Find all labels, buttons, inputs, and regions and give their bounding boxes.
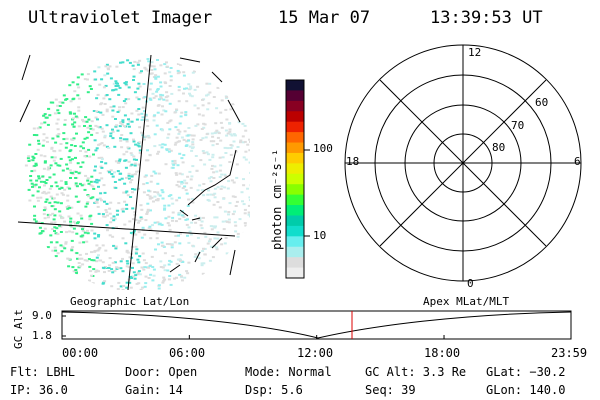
geographic-coords-title: Geographic Lat/Lon [70, 295, 190, 308]
instrument-title: Ultraviolet Imager [28, 8, 213, 28]
colorbar-label-10: 10 [313, 229, 327, 242]
status-glat: GLat: −30.2 [486, 365, 566, 379]
colorbar-segment [286, 100, 304, 112]
timeline-xtick-2359: 23:59 [551, 346, 588, 360]
colorbar-segment [286, 246, 304, 258]
colorbar-segment [286, 142, 304, 154]
mlt-label-0: 0 [467, 277, 474, 290]
meridian-line [127, 54, 152, 290]
colorbar-segment [286, 236, 304, 248]
colorbar-segment [286, 184, 304, 196]
lat-label-80: 80 [492, 141, 506, 154]
lat-label-70: 70 [511, 119, 525, 132]
status-mode: Mode: Normal [245, 365, 332, 379]
colorbar-segment [286, 257, 304, 269]
timeline-ytick-bottom-label: 1.8 [32, 329, 52, 342]
polar-grid [344, 44, 582, 282]
lat-label-60: 60 [535, 96, 549, 109]
status-glon: GLon: 140.0 [486, 383, 566, 397]
colorbar-label-100: 100 [313, 142, 333, 155]
timeline-xtick-0600: 06:00 [169, 346, 206, 360]
timeline-xtick-0000: 00:00 [62, 346, 99, 360]
colorbar-units: photon cm⁻²s⁻¹ [270, 148, 284, 250]
colorbar-segment [286, 173, 304, 185]
timeline-ytick-top-label: 9.0 [32, 309, 52, 322]
colorbar-frame [285, 79, 305, 279]
parallel-line [17, 221, 236, 237]
colorbar-segment [286, 225, 304, 237]
mlt-label-18: 18 [346, 155, 360, 168]
image-time: 13:39:53 UT [430, 8, 543, 28]
status-seq: Seq: 39 [365, 383, 416, 397]
colorbar-segment [286, 132, 304, 144]
colorbar-segment [286, 90, 304, 102]
timeline-xtick-1800: 18:00 [424, 346, 461, 360]
status-gc-alt: GC Alt: 3.3 Re [365, 365, 467, 379]
coastline [19, 54, 241, 276]
timeline-xtick-marks [61, 335, 572, 339]
altitude-curve [61, 311, 572, 339]
mlt-label-6: 6 [574, 155, 581, 168]
colorbar-segment [286, 80, 304, 91]
colorbar-segment [286, 267, 304, 279]
mlt-label-12: 12 [468, 46, 482, 59]
timeline-ylabel: GC Alt [12, 309, 25, 349]
timeline-xtick-1200: 12:00 [297, 346, 334, 360]
colorbar-segment [286, 194, 304, 206]
status-door: Door: Open [125, 365, 198, 379]
apex-coords-title: Apex MLat/MLT [423, 295, 510, 308]
colorbar-segment [286, 121, 304, 133]
status-dsp: Dsp: 5.6 [245, 383, 303, 397]
status-filter: Flt: LBHL [10, 365, 76, 379]
colorbar-segment [286, 152, 304, 164]
status-gain: Gain: 14 [125, 383, 183, 397]
status-ip: IP: 36.0 [10, 383, 68, 397]
colorbar-segment [286, 111, 304, 123]
colorbar-segment [286, 163, 304, 175]
colorbar-segment [286, 215, 304, 227]
colorbar-segment [286, 205, 304, 216]
aurora-image [17, 54, 250, 290]
image-date: 15 Mar 07 [278, 8, 371, 28]
polar-diagonal-2 [379, 79, 547, 247]
colorbar [285, 79, 305, 279]
